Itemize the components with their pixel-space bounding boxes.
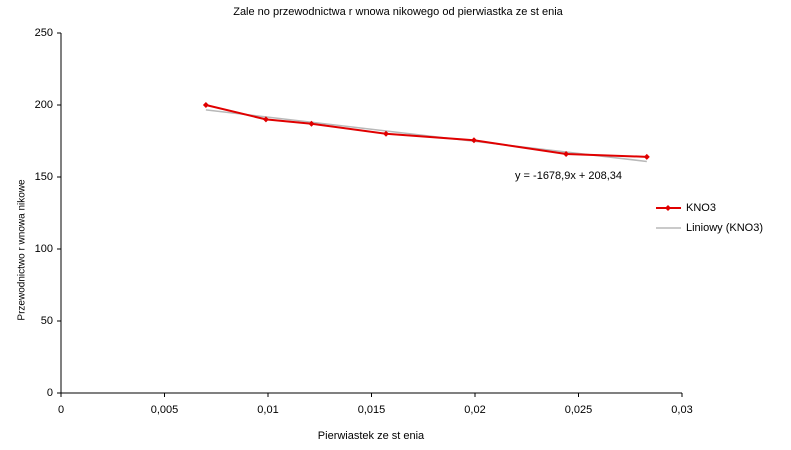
- y-tick-label: 50: [41, 315, 53, 327]
- x-tick-label: 0,025: [565, 404, 593, 416]
- data-line: [205, 104, 647, 158]
- chart-title: Zale no przewodnictwa r wnowa nikowego o…: [233, 6, 563, 18]
- x-tick-label: 0,03: [671, 404, 692, 416]
- y-axis-label: Przewodnictwo r wnowa nikowe: [17, 179, 28, 321]
- x-tick-label: 0,02: [464, 404, 485, 416]
- data-point: [563, 150, 570, 157]
- legend-marker: [665, 205, 671, 211]
- legend-label: KNO3: [686, 202, 716, 214]
- data-point: [308, 120, 315, 127]
- x-tick-label: 0,01: [257, 404, 278, 416]
- x-tick-label: 0: [58, 404, 64, 416]
- x-tick-label: 0,005: [151, 404, 179, 416]
- y-tick-label: 200: [35, 99, 53, 111]
- data-point: [470, 137, 477, 144]
- y-tick-label: 250: [35, 27, 53, 39]
- y-tick-label: 0: [47, 387, 53, 399]
- y-tick-label: 100: [35, 243, 53, 255]
- x-tick-label: 0,015: [358, 404, 386, 416]
- data-point: [643, 153, 650, 160]
- trendline-equation: y = -1678,9x + 208,34: [515, 170, 622, 182]
- data-point: [262, 116, 269, 123]
- trend-line: [205, 109, 647, 163]
- data-point: [202, 102, 209, 108]
- x-axis-label: Pierwiastek ze st enia: [318, 430, 425, 442]
- y-tick-label: 150: [35, 171, 53, 183]
- legend-label: Liniowy (KNO3): [686, 222, 763, 234]
- data-point: [382, 130, 389, 137]
